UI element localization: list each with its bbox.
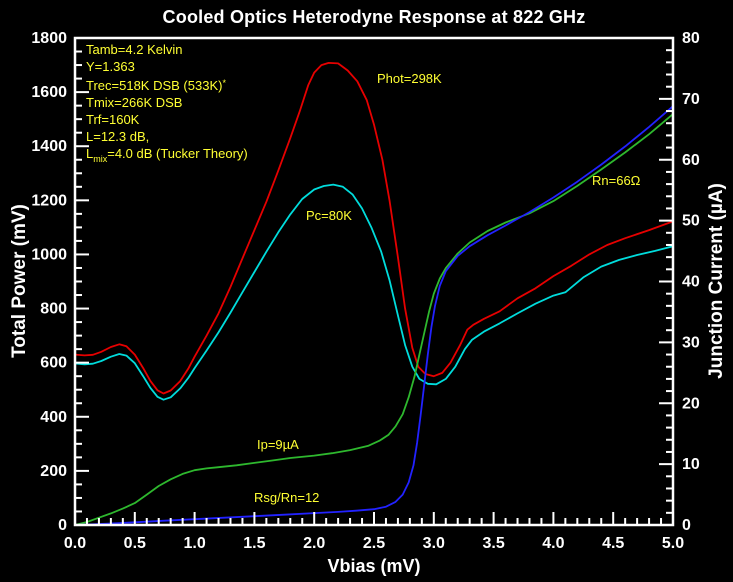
y-left-tick-label: 1200: [31, 192, 67, 209]
x-tick-label: 3.5: [482, 535, 504, 552]
x-tick-label: 0.5: [124, 535, 146, 552]
x-tick-label: 3.0: [423, 535, 445, 552]
curve-label-pc: Pc=80K: [306, 208, 352, 223]
x-tick-label: 2.0: [303, 535, 325, 552]
annotation-line-tmix: Tmix=266K DSB: [86, 95, 183, 110]
y-right-tick-label: 80: [682, 30, 700, 47]
y-left-tick-label: 1400: [31, 138, 67, 155]
x-tick-label: 0.0: [64, 535, 86, 552]
y-left-tick-label: 800: [40, 301, 67, 318]
curve-label-rn: Rn=66Ω: [592, 173, 641, 188]
series-phot: [74, 62, 674, 395]
plot-frame: [73, 36, 675, 527]
x-tick-label: 1.0: [183, 535, 205, 552]
right-axis-title: Junction Current (µA): [706, 183, 727, 379]
y-right-tick-label: 30: [682, 334, 700, 351]
y-right-tick-label: 40: [682, 274, 700, 291]
annotation-line-lmix: Lmix=4.0 dB (Tucker Theory): [86, 146, 248, 164]
left-axis-title: Total Power (mV): [9, 204, 30, 358]
series-iv-unpumped: [74, 105, 674, 526]
x-tick-label: 1.5: [243, 535, 265, 552]
y-right-tick-label: 0: [682, 517, 691, 534]
annotation-line-l: L=12.3 dB,: [86, 129, 150, 144]
y-left-tick-label: 0: [58, 517, 67, 534]
y-left-tick-label: 200: [40, 463, 67, 480]
x-tick-label: 2.5: [363, 535, 385, 552]
x-tick-label: 4.5: [602, 535, 624, 552]
y-left-tick-label: 1000: [31, 246, 67, 263]
y-right-tick-label: 10: [682, 456, 700, 473]
x-axis-title: Vbias (mV): [327, 556, 421, 576]
y-right-tick-label: 70: [682, 91, 700, 108]
y-left-tick-label: 1600: [31, 84, 67, 101]
y-left-tick-label: 600: [40, 355, 67, 372]
chart-title: Cooled Optics Heterodyne Response at 822…: [162, 7, 586, 27]
series-pc: [74, 183, 674, 401]
x-tick-label: 5.0: [662, 535, 684, 552]
series-ip-pumped: [74, 113, 674, 526]
annotation-line-tamb: Tamb=4.2 Kelvin: [86, 42, 183, 57]
curve-label-rsg: Rsg/Rn=12: [254, 490, 320, 505]
y-left-tick-label: 400: [40, 409, 67, 426]
curve-label-ip: Ip=9µA: [257, 437, 299, 452]
annotation-line-y: Y=1.363: [86, 59, 135, 74]
y-right-tick-label: 20: [682, 395, 700, 412]
y-right-tick-label: 60: [682, 152, 700, 169]
annotation-line-trec: Trec=518K DSB (533K)*: [86, 78, 226, 93]
annotation-line-trf: Trf=160K: [86, 112, 140, 127]
x-tick-label: 4.0: [542, 535, 564, 552]
y-left-tick-label: 1800: [31, 30, 67, 47]
curve-label-phot: Phot=298K: [377, 71, 442, 86]
annotation-block: Tamb=4.2 Kelvin Y=1.363 Trec=518K DSB (5…: [86, 41, 248, 168]
y-right-tick-label: 50: [682, 213, 700, 230]
